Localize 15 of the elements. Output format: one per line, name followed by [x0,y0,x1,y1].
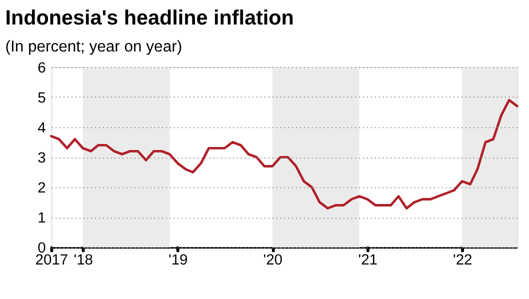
x-tick-label: '21 [358,252,378,269]
y-tick-label: 1 [38,210,46,227]
chart-subtitle: (In percent; year on year) [5,38,182,56]
x-tick-label: 2017 [35,252,68,269]
x-tick-label: '20 [263,252,283,269]
y-tick-label: 4 [38,120,46,137]
x-tick-label: '22 [453,252,472,269]
y-tick-label: 2 [38,180,46,197]
chart-title: Indonesia's headline inflation [5,6,294,30]
y-tick-label: 6 [38,60,46,76]
x-tick-label: '18 [74,252,94,269]
x-tick-label: '19 [168,252,188,269]
y-tick-label: 5 [38,90,46,107]
y-tick-label: 3 [38,150,46,167]
line-series [50,98,518,210]
